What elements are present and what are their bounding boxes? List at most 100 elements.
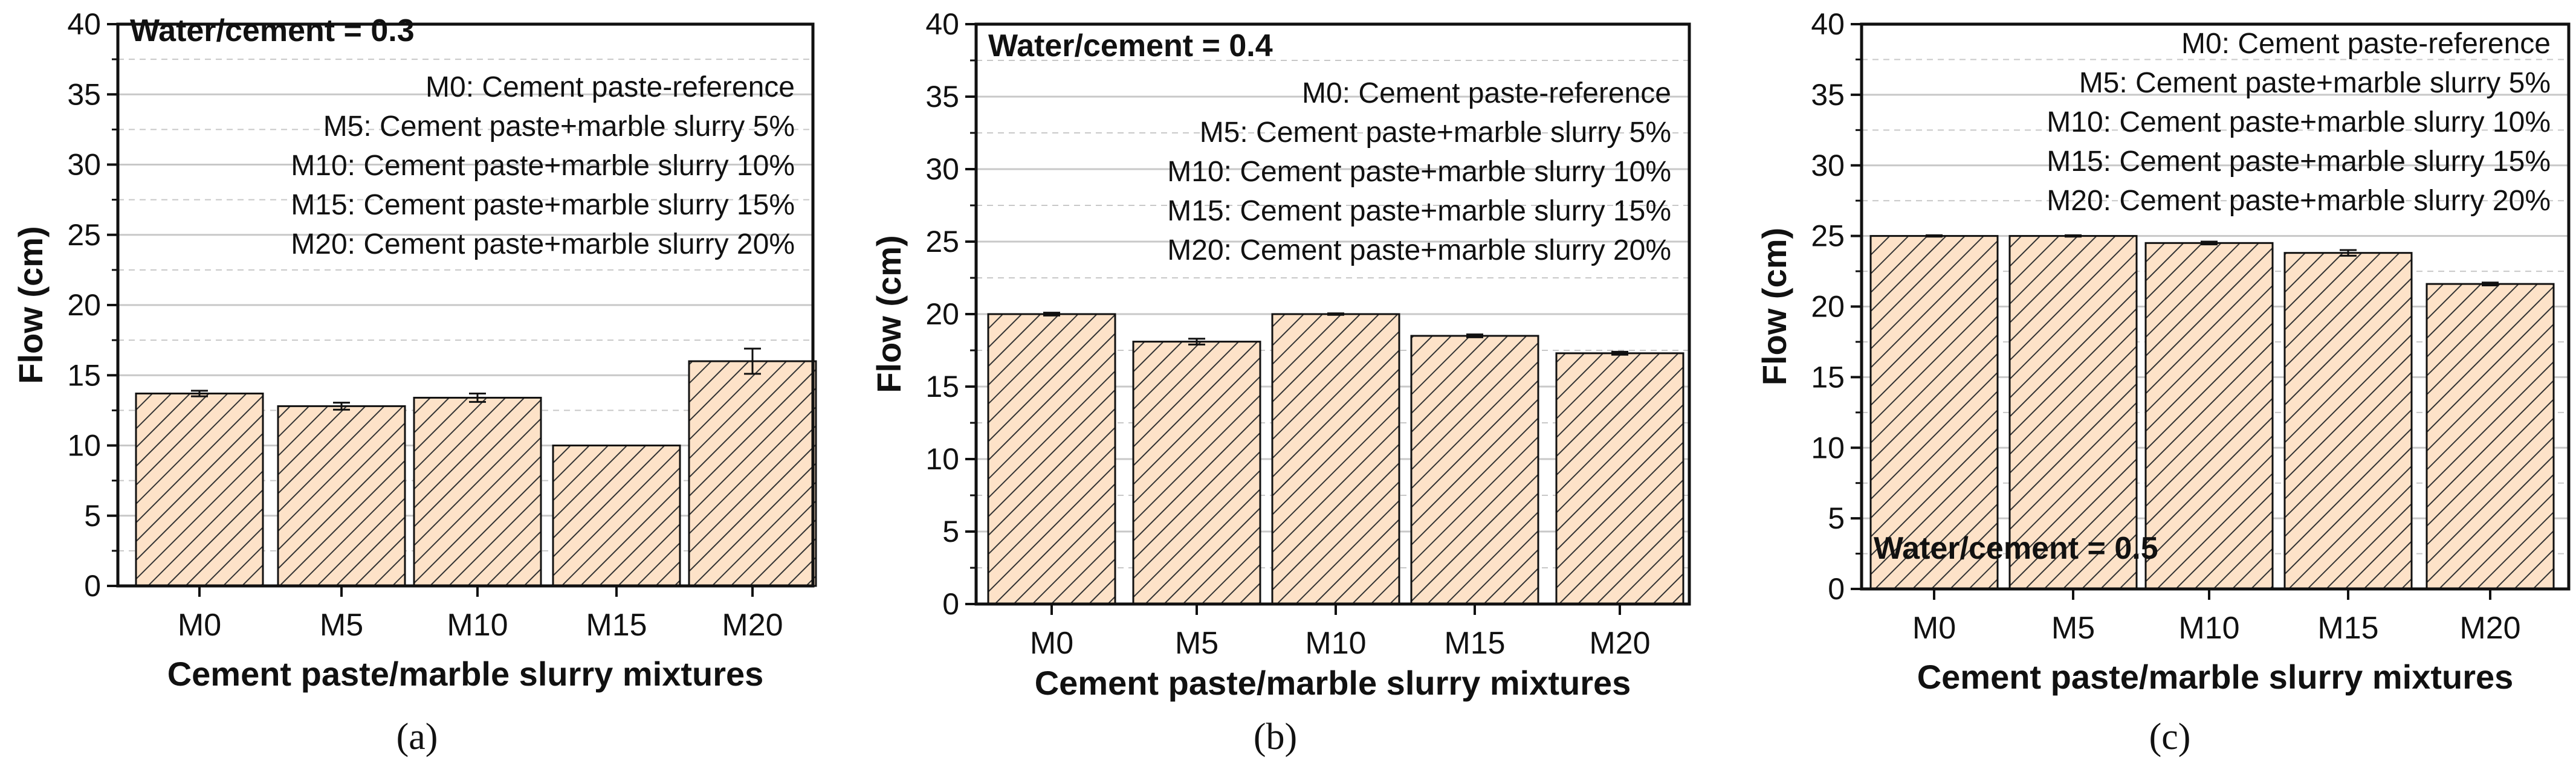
chart-panel-c: 0 5 10 15 20 25 30 35 40 M0 M5 M10 M15 M20 Flow (cm) Ce… bbox=[1755, 7, 2571, 757]
legend-entry: M10: Cement paste+marble slurry 10% bbox=[2047, 106, 2551, 138]
chart-panel-b: 0 5 10 15 20 25 30 35 40 M0 M5 M10 M15 M20 Flow (cm) Ce… bbox=[870, 7, 1691, 757]
bar-m20 bbox=[1555, 352, 1684, 605]
bar-m5 bbox=[1132, 341, 1261, 605]
y-axis-title: Flow (cm) bbox=[11, 226, 50, 384]
bar-m15 bbox=[552, 445, 681, 587]
y-tick-label: 25 bbox=[925, 225, 959, 259]
y-tick-label: 5 bbox=[942, 515, 959, 548]
bar-m20 bbox=[2426, 283, 2555, 590]
error-bar-m10 bbox=[1327, 312, 1344, 316]
y-axis-title: Flow (cm) bbox=[1755, 228, 1793, 385]
legend-entry: M15: Cement paste+marble slurry 15% bbox=[1167, 195, 1671, 227]
legend-entry: M20: Cement paste+marble slurry 20% bbox=[1167, 234, 1671, 266]
y-tick-label: 10 bbox=[67, 429, 101, 463]
water-cement-annotation: Water/cement = 0.5 bbox=[1874, 531, 2158, 566]
legend: M0: Cement paste-reference M5: Cement pas… bbox=[1167, 77, 1671, 266]
legend-entry: M10: Cement paste+marble slurry 10% bbox=[291, 150, 795, 182]
legend-entry: M5: Cement paste+marble slurry 5% bbox=[323, 111, 795, 143]
y-tick-label: 0 bbox=[84, 569, 101, 603]
panel-caption: (c) bbox=[2149, 716, 2191, 757]
x-tick-label: M20 bbox=[722, 608, 783, 643]
y-tick-label: 30 bbox=[925, 152, 959, 186]
y-tick-label: 0 bbox=[942, 587, 959, 621]
x-tick-label: M5 bbox=[1175, 626, 1218, 661]
y-tick-label: 30 bbox=[1811, 149, 1845, 182]
bar-m15 bbox=[2283, 252, 2413, 590]
x-axis-title: Cement paste/marble slurry mixtures bbox=[1917, 658, 2514, 696]
error-bar-m5 bbox=[333, 402, 350, 411]
legend-entry: M5: Cement paste+marble slurry 5% bbox=[1200, 117, 1671, 149]
bar-m5 bbox=[2008, 235, 2138, 590]
legend-entry: M15: Cement paste+marble slurry 15% bbox=[291, 189, 795, 221]
x-axis-title: Cement paste/marble slurry mixtures bbox=[167, 655, 764, 693]
legend: M0: Cement paste-reference M5: Cement pas… bbox=[2047, 28, 2551, 217]
y-tick-label: 40 bbox=[1811, 7, 1845, 41]
y-tick-label: 20 bbox=[67, 288, 101, 322]
chart-panel-a: 0 5 10 15 20 25 30 35 40 M0 M5 M10 M15 M20 Flow (cm) Ce… bbox=[11, 7, 817, 757]
error-bar-m20 bbox=[744, 347, 761, 375]
x-tick-label: M15 bbox=[2317, 611, 2378, 646]
bar-m0 bbox=[135, 392, 264, 587]
y-axis-title: Flow (cm) bbox=[870, 235, 908, 393]
error-bar-m0 bbox=[191, 390, 208, 397]
x-tick-label: M10 bbox=[2178, 611, 2239, 646]
legend-entry: M15: Cement paste+marble slurry 15% bbox=[2047, 146, 2551, 178]
legend-entry: M20: Cement paste+marble slurry 20% bbox=[291, 228, 795, 260]
legend-entry: M0: Cement paste-reference bbox=[1302, 77, 1671, 109]
bar-m0 bbox=[987, 313, 1116, 605]
bar-m10 bbox=[2144, 242, 2274, 590]
error-bar-m10 bbox=[469, 392, 486, 403]
bar-m5 bbox=[277, 405, 406, 587]
bar-m15 bbox=[1410, 335, 1539, 605]
x-axis-title: Cement paste/marble slurry mixtures bbox=[1035, 664, 1631, 702]
x-tick-label: M5 bbox=[2051, 611, 2095, 646]
bar-m20 bbox=[688, 360, 817, 587]
y-tick-label: 40 bbox=[925, 7, 959, 41]
panel-caption: (b) bbox=[1254, 716, 1297, 757]
y-tick-label: 10 bbox=[1811, 431, 1845, 465]
error-bar-m0 bbox=[1926, 234, 1943, 238]
error-bar-m10 bbox=[2201, 240, 2218, 246]
y-tick-label: 5 bbox=[1828, 501, 1845, 535]
x-tick-label: M5 bbox=[320, 608, 363, 643]
legend-entry: M0: Cement paste-reference bbox=[426, 71, 795, 103]
error-bar-m0 bbox=[1043, 312, 1060, 317]
water-cement-annotation: Water/cement = 0.4 bbox=[988, 28, 1273, 63]
legend: M0: Cement paste-reference M5: Cement pas… bbox=[291, 71, 795, 260]
y-tick-label: 15 bbox=[1811, 360, 1845, 394]
y-tick-label: 40 bbox=[67, 7, 101, 41]
y-tick-label: 35 bbox=[925, 80, 959, 114]
error-bar-m5 bbox=[2065, 234, 2082, 238]
y-tick-label: 15 bbox=[67, 358, 101, 392]
legend-entry: M20: Cement paste+marble slurry 20% bbox=[2047, 185, 2551, 217]
x-tick-label: M15 bbox=[1444, 626, 1505, 661]
y-tick-label: 10 bbox=[925, 442, 959, 476]
error-bar-m20 bbox=[1611, 350, 1628, 356]
y-tick-label: 35 bbox=[67, 77, 101, 111]
x-tick-label: M10 bbox=[447, 608, 508, 643]
x-tick-label: M0 bbox=[178, 608, 221, 643]
y-tick-label: 5 bbox=[84, 499, 101, 533]
error-bar-m5 bbox=[1188, 338, 1205, 346]
x-tick-label: M15 bbox=[586, 608, 647, 643]
legend-entry: M10: Cement paste+marble slurry 10% bbox=[1167, 156, 1671, 188]
legend-entry: M5: Cement paste+marble slurry 5% bbox=[2079, 67, 2551, 99]
bar-m10 bbox=[413, 396, 542, 587]
error-bar-m20 bbox=[2482, 281, 2499, 286]
x-tick-label: M0 bbox=[1912, 611, 1956, 646]
water-cement-annotation: Water/cement = 0.3 bbox=[130, 13, 415, 48]
y-tick-label: 15 bbox=[925, 370, 959, 403]
bar-m10 bbox=[1271, 313, 1400, 605]
x-tick-label: M20 bbox=[1589, 626, 1650, 661]
y-tick-label: 20 bbox=[1811, 290, 1845, 324]
x-tick-label: M0 bbox=[1030, 626, 1073, 661]
x-tick-label: M10 bbox=[1305, 626, 1366, 661]
y-tick-label: 35 bbox=[1811, 78, 1845, 112]
y-tick-label: 20 bbox=[925, 297, 959, 331]
error-bar-m15 bbox=[2340, 249, 2357, 257]
y-tick-label: 25 bbox=[1811, 219, 1845, 253]
x-tick-label: M20 bbox=[2459, 611, 2520, 646]
y-tick-label: 30 bbox=[67, 148, 101, 182]
legend-entry: M0: Cement paste-reference bbox=[2181, 28, 2551, 60]
